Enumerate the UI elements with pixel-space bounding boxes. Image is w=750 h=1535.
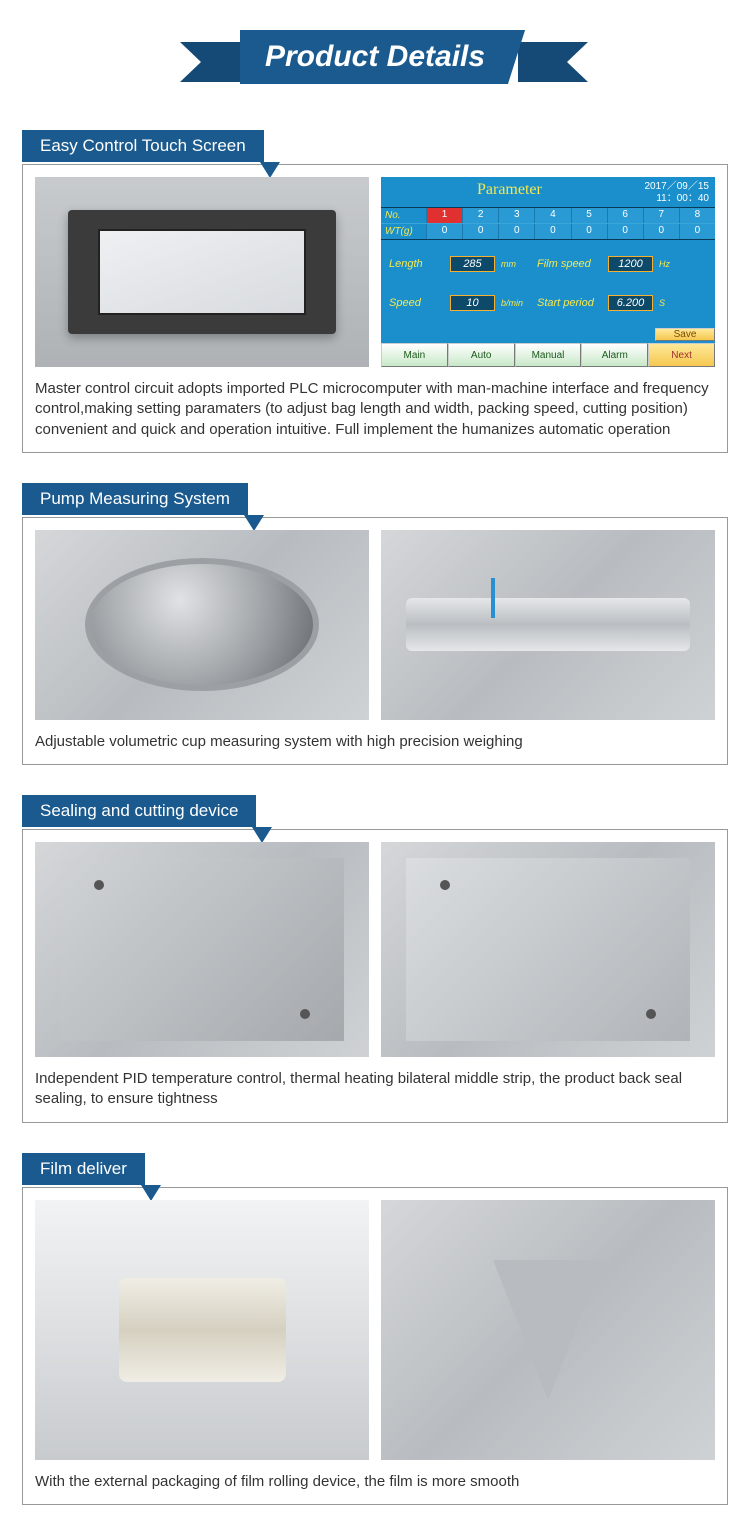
section-description: Independent PID temperature control, the… bbox=[35, 1069, 715, 1110]
page-banner: Product Details bbox=[0, 30, 750, 100]
device-shape bbox=[406, 858, 690, 1041]
param-table: No. 1 2 3 4 5 6 7 8 WT(g) 0 bbox=[381, 207, 715, 240]
parameter-ui: Parameter 2017／09／15 11：00：40 No. 1 2 3 … bbox=[381, 177, 715, 367]
cylinder-shape bbox=[406, 598, 690, 651]
param-wt-cell: 0 bbox=[426, 224, 462, 239]
param-settings: Length 285 mm Film speed 1200 Hz Speed 1… bbox=[381, 240, 715, 326]
speed-label: Speed bbox=[389, 297, 444, 309]
alarm-button[interactable]: Alarm bbox=[581, 343, 648, 367]
section-description: Master control circuit adopts imported P… bbox=[35, 379, 715, 440]
image-row bbox=[35, 842, 715, 1057]
param-wt-cell: 0 bbox=[534, 224, 570, 239]
param-nav-buttons: Main Auto Manual Alarm Next bbox=[381, 343, 715, 367]
param-date: 2017／09／15 bbox=[645, 181, 710, 192]
image-row bbox=[35, 1200, 715, 1460]
param-time: 11：00：40 bbox=[656, 193, 709, 204]
speed-unit: b/min bbox=[501, 298, 531, 308]
film-roll-shape bbox=[119, 1278, 286, 1382]
param-wt-cell: 0 bbox=[571, 224, 607, 239]
param-title: Parameter bbox=[477, 181, 542, 205]
auto-button[interactable]: Auto bbox=[448, 343, 515, 367]
banner-title: Product Details bbox=[240, 30, 525, 84]
filmspeed-label: Film speed bbox=[537, 258, 602, 270]
startperiod-value[interactable]: 6.200 bbox=[608, 295, 653, 311]
section-header: Sealing and cutting device bbox=[22, 795, 728, 829]
length-label: Length bbox=[389, 258, 444, 270]
section-title: Pump Measuring System bbox=[22, 483, 248, 515]
manual-button[interactable]: Manual bbox=[515, 343, 582, 367]
startperiod-unit: S bbox=[659, 298, 679, 308]
param-wt-cell: 0 bbox=[643, 224, 679, 239]
section-header: Pump Measuring System bbox=[22, 483, 728, 517]
param-wt-cell: 0 bbox=[498, 224, 534, 239]
param-no-cell[interactable]: 7 bbox=[643, 208, 679, 223]
film-roll-photo bbox=[35, 1200, 369, 1460]
film-funnel-photo bbox=[381, 1200, 715, 1460]
length-value[interactable]: 285 bbox=[450, 256, 495, 272]
section-touch-screen: Easy Control Touch Screen Parameter 2017… bbox=[22, 130, 728, 453]
param-no-label: No. bbox=[381, 208, 426, 223]
param-no-cell[interactable]: 6 bbox=[607, 208, 643, 223]
section-header: Easy Control Touch Screen bbox=[22, 130, 728, 164]
param-no-cell[interactable]: 5 bbox=[571, 208, 607, 223]
cutting-device-photo bbox=[381, 842, 715, 1057]
section-body: With the external packaging of film roll… bbox=[22, 1187, 728, 1505]
section-title: Sealing and cutting device bbox=[22, 795, 256, 827]
param-no-cell[interactable]: 3 bbox=[498, 208, 534, 223]
param-datetime: 2017／09／15 11：00：40 bbox=[645, 181, 710, 205]
banner-ribbon-left bbox=[180, 42, 250, 82]
image-row: Parameter 2017／09／15 11：00：40 No. 1 2 3 … bbox=[35, 177, 715, 367]
image-row bbox=[35, 530, 715, 720]
section-description: Adjustable volumetric cup measuring syst… bbox=[35, 732, 715, 752]
sealing-plate-photo bbox=[35, 842, 369, 1057]
banner-ribbon-right bbox=[518, 42, 588, 82]
section-body: Parameter 2017／09／15 11：00：40 No. 1 2 3 … bbox=[22, 164, 728, 453]
length-unit: mm bbox=[501, 259, 531, 269]
filmspeed-unit: Hz bbox=[659, 259, 679, 269]
touch-device-frame bbox=[68, 210, 335, 334]
param-no-cell[interactable]: 2 bbox=[462, 208, 498, 223]
param-wt-cell: 0 bbox=[607, 224, 643, 239]
section-title: Film deliver bbox=[22, 1153, 145, 1185]
param-wt-cell: 0 bbox=[462, 224, 498, 239]
next-button[interactable]: Next bbox=[648, 343, 715, 367]
section-pump-measuring: Pump Measuring System Adjustable volumet… bbox=[22, 483, 728, 765]
section-title: Easy Control Touch Screen bbox=[22, 130, 264, 162]
startperiod-label: Start period bbox=[537, 297, 602, 309]
section-header: Film deliver bbox=[22, 1153, 728, 1187]
param-wt-label: WT(g) bbox=[381, 224, 426, 239]
speed-value[interactable]: 10 bbox=[450, 295, 495, 311]
main-button[interactable]: Main bbox=[381, 343, 448, 367]
section-body: Independent PID temperature control, the… bbox=[22, 829, 728, 1123]
pump-bowl-photo bbox=[35, 530, 369, 720]
touch-device-screen bbox=[98, 229, 306, 315]
section-description: With the external packaging of film roll… bbox=[35, 1472, 715, 1492]
bowl-shape bbox=[85, 558, 319, 691]
param-wt-cell: 0 bbox=[679, 224, 715, 239]
param-no-cell[interactable]: 8 bbox=[679, 208, 715, 223]
section-body: Adjustable volumetric cup measuring syst… bbox=[22, 517, 728, 765]
touch-panel-photo bbox=[35, 177, 369, 367]
save-button[interactable]: Save bbox=[655, 328, 715, 341]
pump-cylinder-photo bbox=[381, 530, 715, 720]
param-no-cell[interactable]: 1 bbox=[426, 208, 462, 223]
filmspeed-value[interactable]: 1200 bbox=[608, 256, 653, 272]
plate-shape bbox=[60, 858, 344, 1041]
section-sealing-cutting: Sealing and cutting device Independent P… bbox=[22, 795, 728, 1123]
section-film-deliver: Film deliver With the external packaging… bbox=[22, 1153, 728, 1505]
parameter-screen-photo: Parameter 2017／09／15 11：00：40 No. 1 2 3 … bbox=[381, 177, 715, 367]
param-no-cell[interactable]: 4 bbox=[534, 208, 570, 223]
funnel-shape bbox=[493, 1260, 603, 1400]
